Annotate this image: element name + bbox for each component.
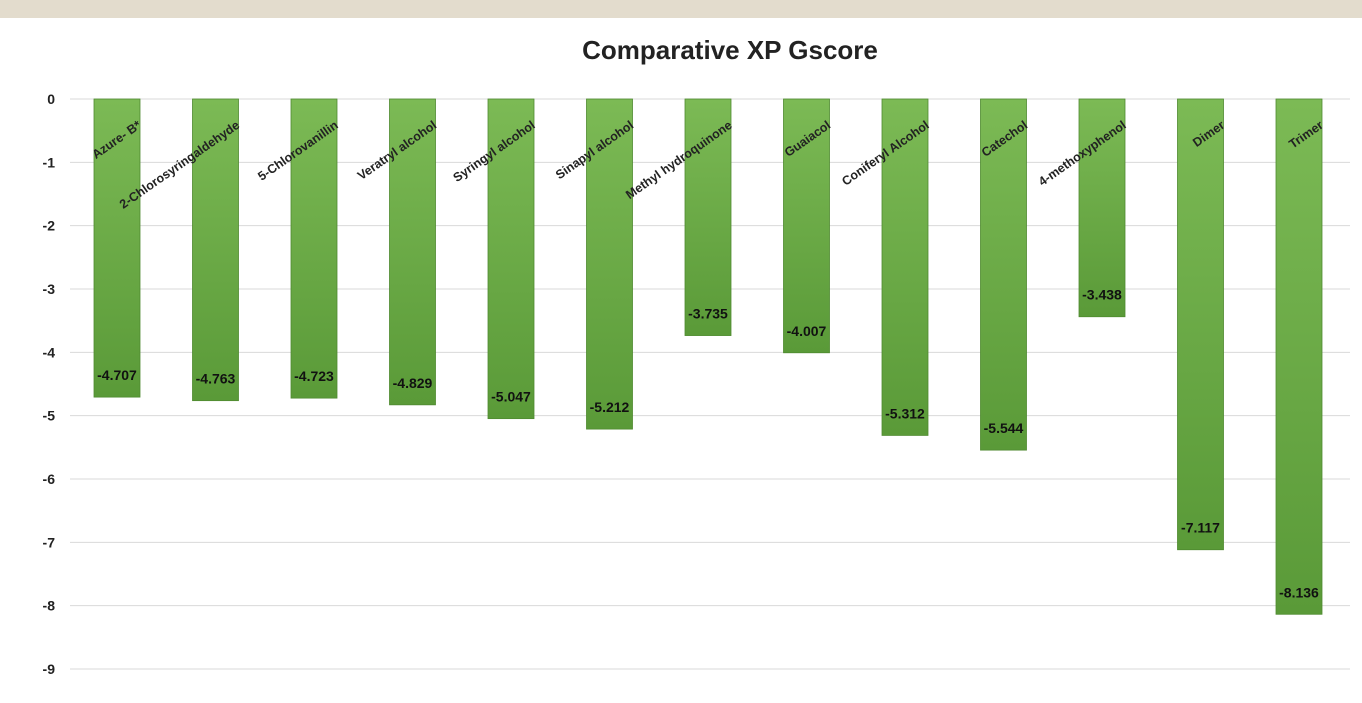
y-tick-label: -3 [43,281,56,297]
bar [192,98,239,402]
gridlines [70,98,1350,670]
bars [93,98,1323,615]
bar [290,98,338,399]
bar [1078,98,1126,318]
data-labels: -4.707 -4.763 -4.723 -4.829 -5.047 -5.212 -3.7… [97,287,1319,601]
y-tick-label: -8 [43,598,56,614]
data-label: -4.007 [787,323,827,339]
data-label: -3.735 [688,306,728,322]
bar [881,98,929,436]
data-label: -5.312 [885,405,925,421]
data-label: -7.117 [1181,520,1220,536]
data-label: -5.212 [590,399,630,415]
y-axis-tick-labels: 0 -1 -2 -3 -4 -5 -6 -7 -8 -9 [43,91,56,677]
bar [783,98,830,354]
y-tick-label: -6 [43,471,56,487]
y-tick-label: 0 [47,91,55,107]
y-tick-label: -1 [43,154,56,170]
bar [1177,98,1224,551]
y-tick-label: -4 [43,344,56,360]
data-label: -5.544 [984,420,1024,436]
bar [684,98,732,336]
bar [1275,98,1323,615]
data-label: -4.829 [393,375,433,391]
y-tick-label: -5 [43,408,56,424]
data-label: -8.136 [1279,584,1319,600]
chart-title: Comparative XP Gscore [582,35,878,65]
bar [586,98,633,430]
bar [389,98,436,406]
top-border-bar [0,0,1362,18]
bar [487,98,535,420]
data-label: -3.438 [1082,287,1122,303]
bar-chart: Comparative XP Gscore 0 -1 -2 -3 -4 -5 -6 -7 -8 -… [43,35,1350,677]
y-tick-label: -7 [43,534,56,550]
bar [980,98,1027,451]
data-label: -4.723 [294,368,334,384]
bar [93,98,141,398]
y-tick-label: -2 [43,218,56,234]
data-label: -5.047 [491,389,531,405]
data-label: -4.763 [196,371,236,387]
y-tick-label: -9 [43,661,56,677]
data-label: -4.707 [97,367,137,383]
